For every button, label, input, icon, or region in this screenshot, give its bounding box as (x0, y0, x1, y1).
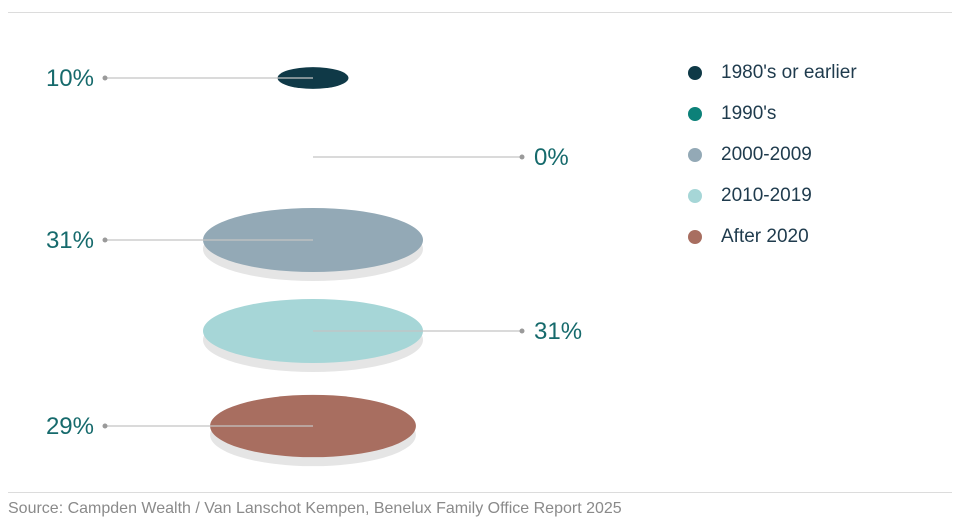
leader-dot-0 (102, 75, 108, 81)
legend-item-2010-2019: 2010-2019 (688, 175, 938, 216)
data-label-4: 29% (46, 413, 94, 440)
source-note: Source: Campden Wealth / Van Lanschot Ke… (8, 500, 622, 517)
bottom-divider (8, 492, 952, 493)
legend-label: 2000-2009 (721, 143, 812, 165)
top-divider (8, 12, 952, 13)
leader-dot-2 (102, 237, 108, 243)
leader-dot-4 (102, 423, 108, 429)
legend-label: 2010-2019 (721, 184, 812, 206)
legend-label: After 2020 (721, 225, 809, 247)
legend-dot-icon (688, 106, 702, 121)
chart-legend: 1980's or earlier 1990's 2000-2009 2010-… (688, 52, 938, 257)
data-label-1: 0% (534, 144, 569, 171)
leader-dot-3 (519, 328, 525, 334)
data-label-0: 10% (46, 65, 94, 92)
legend-item-1980s: 1980's or earlier (688, 52, 938, 93)
data-label-3: 31% (534, 318, 582, 345)
legend-label: 1980's or earlier (721, 61, 857, 83)
legend-item-after-2020: After 2020 (688, 216, 938, 257)
leader-dot-1 (519, 154, 525, 160)
legend-item-1990s: 1990's (688, 93, 938, 134)
data-label-2: 31% (46, 227, 94, 254)
legend-dot-icon (688, 188, 702, 203)
ellipse-chart: 10% 0% 31% 31% 29% (46, 65, 582, 467)
legend-label: 1990's (721, 102, 777, 124)
legend-dot-icon (688, 229, 702, 244)
legend-dot-icon (688, 147, 702, 162)
legend-dot-icon (688, 65, 702, 80)
legend-item-2000-2009: 2000-2009 (688, 134, 938, 175)
